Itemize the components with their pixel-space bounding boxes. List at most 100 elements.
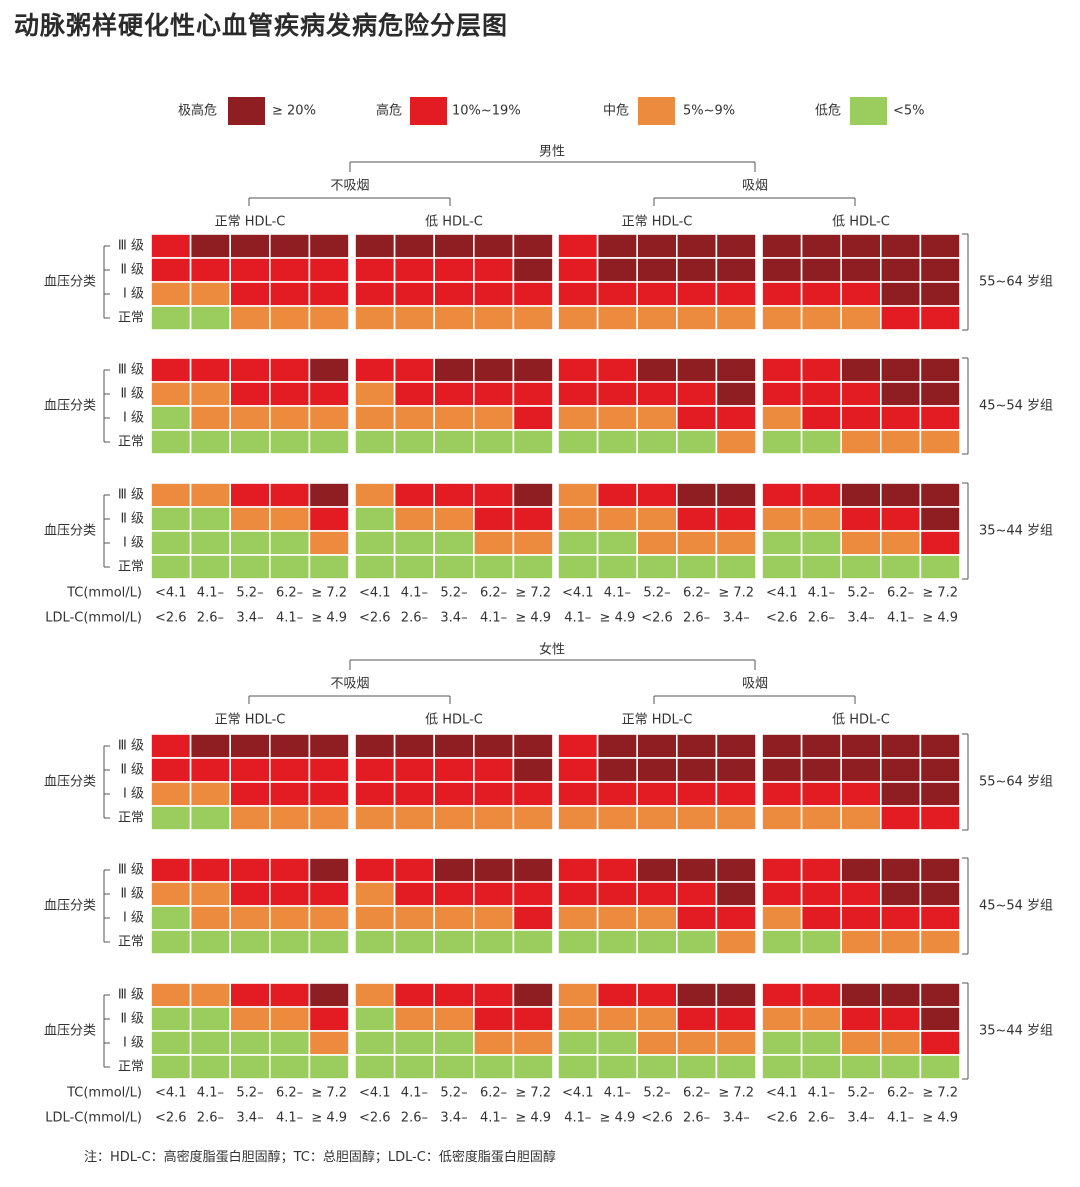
heatmap-cell	[229, 405, 271, 431]
heatmap-cell	[354, 1006, 396, 1032]
age-group-label: 35~44 岁组	[979, 524, 1053, 539]
heatmap-cell	[557, 554, 599, 580]
heatmap-cell	[596, 381, 638, 407]
heatmap-cell	[512, 881, 554, 907]
heatmap-cell	[840, 733, 882, 759]
heatmap-cell	[308, 757, 350, 783]
heatmap-cell	[308, 305, 350, 331]
heatmap-cell	[393, 357, 436, 383]
heatmap-cell	[800, 857, 842, 883]
bp-level-label: Ⅰ 级	[123, 536, 144, 551]
heatmap-cell	[229, 381, 271, 407]
heatmap-cell	[636, 381, 678, 407]
bp-level-label: Ⅱ 级	[120, 1012, 144, 1027]
ldl-tick-label: 4.1–	[564, 611, 591, 626]
ldl-tick-label: 4.1–	[564, 1111, 591, 1126]
heatmap-cell	[354, 929, 396, 955]
heatmap-cell	[879, 857, 922, 883]
bp-level-label: 正常	[118, 560, 144, 575]
heatmap-cell	[150, 233, 192, 259]
bp-level-label: Ⅱ 级	[120, 763, 144, 778]
heatmap-cell	[354, 257, 396, 283]
heatmap-cell	[150, 757, 192, 783]
tc-tick-label: 5.2–	[236, 1086, 263, 1101]
heatmap-cell	[840, 929, 882, 955]
heatmap-cell	[596, 757, 638, 783]
heatmap-cell	[433, 405, 475, 431]
bp-title: 血压分类	[44, 775, 96, 790]
heatmap-cell	[393, 506, 436, 532]
bp-level-label: Ⅰ 级	[123, 287, 144, 302]
heatmap-cell	[675, 929, 718, 955]
heatmap-cell	[879, 233, 922, 259]
tc-tick-label: 4.1–	[604, 1086, 631, 1101]
heatmap-cell	[557, 757, 599, 783]
heatmap-cell	[879, 905, 922, 931]
heatmap-cell	[919, 530, 961, 556]
tc-tick-label: ≥ 7.2	[515, 1086, 551, 1101]
heatmap-cell	[636, 733, 678, 759]
heatmap-cell	[675, 530, 718, 556]
heatmap-cell	[636, 482, 678, 508]
bp-level-label: Ⅲ 级	[118, 739, 144, 754]
heatmap-cell	[675, 881, 718, 907]
heatmap-cell	[596, 281, 638, 307]
tc-tick-label: 5.2–	[440, 586, 467, 601]
heatmap-cell	[308, 357, 350, 383]
tc-tick-label: 6.2–	[683, 1086, 710, 1101]
heatmap-cell	[557, 905, 599, 931]
heatmap-cell	[761, 257, 803, 283]
tc-tick-label: ≥ 7.2	[922, 586, 958, 601]
heatmap-cell	[715, 429, 757, 455]
heatmap-cell	[557, 881, 599, 907]
bp-level-label: 正常	[118, 1060, 144, 1075]
heatmap-cell	[433, 357, 475, 383]
heatmap-cell	[675, 405, 718, 431]
heatmap-cell	[189, 530, 232, 556]
ldl-tick-label: 4.1–	[887, 611, 914, 626]
heatmap-cell	[879, 1030, 922, 1056]
heatmap-cell	[879, 881, 922, 907]
heatmap-cell	[636, 757, 678, 783]
heatmap-cell	[840, 1030, 882, 1056]
heatmap-cell	[150, 405, 192, 431]
heatmap-cell	[229, 1006, 271, 1032]
heatmap-cell	[229, 281, 271, 307]
heatmap-cell	[150, 905, 192, 931]
heatmap-cell	[596, 905, 638, 931]
heatmap-cell	[393, 805, 436, 831]
bp-level-label: 正常	[118, 435, 144, 450]
tc-tick-label: 5.2–	[847, 1086, 874, 1101]
heatmap-cell	[675, 305, 718, 331]
hdl-label: 低 HDL-C	[832, 215, 890, 230]
bp-level-label: Ⅱ 级	[120, 387, 144, 402]
heatmap-cell	[557, 357, 599, 383]
heatmap-cell	[354, 857, 396, 883]
heatmap-cell	[354, 506, 396, 532]
heatmap-cell	[879, 781, 922, 807]
heatmap-cell	[393, 1054, 436, 1080]
heatmap-cell	[879, 554, 922, 580]
heatmap-cell	[472, 554, 515, 580]
smoking-label: 不吸烟	[330, 179, 369, 194]
heatmap-cell	[761, 357, 803, 383]
tc-tick-label: 5.2–	[643, 586, 670, 601]
heatmap-cell	[472, 357, 515, 383]
heatmap-cell	[557, 530, 599, 556]
heatmap-cell	[675, 357, 718, 383]
heatmap-cell	[189, 781, 232, 807]
heatmap-cell	[433, 1054, 475, 1080]
heatmap-cell	[715, 781, 757, 807]
heatmap-cell	[229, 233, 271, 259]
heatmap-cell	[800, 233, 842, 259]
heatmap-cell	[557, 1006, 599, 1032]
heatmap-cell	[512, 429, 554, 455]
heatmap-cell	[189, 929, 232, 955]
heatmap-cell	[840, 357, 882, 383]
heatmap-cell	[308, 381, 350, 407]
heatmap-cell	[308, 405, 350, 431]
heatmap-cell	[189, 905, 232, 931]
heatmap-cell	[919, 305, 961, 331]
heatmap-cell	[557, 781, 599, 807]
heatmap-cell	[393, 305, 436, 331]
